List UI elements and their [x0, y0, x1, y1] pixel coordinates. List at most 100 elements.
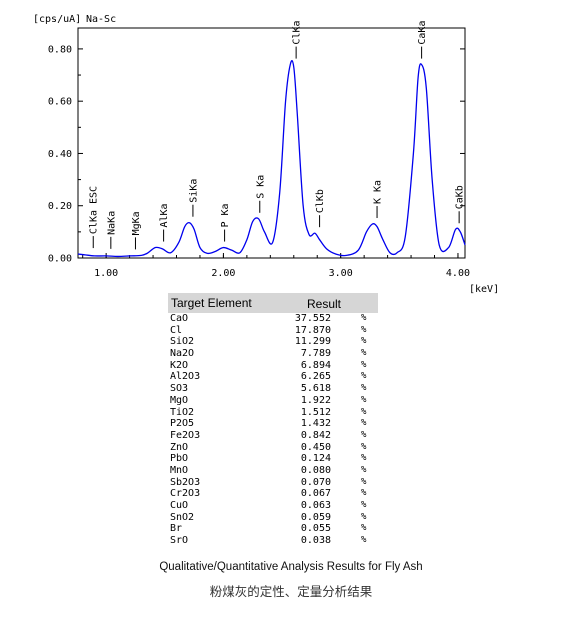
table-row: TiO2 1.512%	[168, 407, 378, 419]
table-row: Br 0.055%	[168, 523, 378, 535]
peak-annotation: MgKa	[131, 211, 142, 250]
chart-title: Na-Sc	[86, 14, 116, 25]
peak-annotation: NaKa	[106, 211, 117, 249]
plot-border	[77, 27, 466, 259]
row-element: SnO2	[170, 511, 195, 523]
row-element: PbO	[170, 453, 189, 465]
row-element: Fe2O3	[170, 429, 201, 441]
row-unit: %	[361, 371, 367, 382]
peak-annotation: AlKa	[159, 203, 170, 242]
caption-chinese: 粉煤灰的定性、定量分析结果	[209, 584, 373, 599]
annotation-label: CaKa	[417, 20, 428, 44]
row-element: MnO	[170, 464, 189, 476]
series-layer	[77, 60, 466, 258]
annotation-label: P Ka	[220, 203, 231, 227]
row-result: 7.789	[300, 348, 331, 360]
row-unit: %	[361, 406, 367, 417]
table-row: P2O5 1.432%	[168, 418, 378, 430]
caption-english: Qualitative/Quantitative Analysis Result…	[159, 561, 423, 573]
row-result: 0.038	[300, 535, 331, 547]
table-row: Al2O3 6.265%	[168, 371, 378, 383]
header-result: Result	[307, 297, 342, 311]
row-result: 1.432	[300, 418, 331, 430]
y-axis-label: [cps/uA]	[33, 14, 81, 25]
annotation-label: ClKa	[292, 20, 303, 44]
table-row: SrO 0.038%	[168, 535, 378, 547]
row-result: 0.124	[300, 453, 331, 465]
row-result: 37.552	[294, 313, 331, 324]
row-result: 1.512	[300, 406, 331, 418]
row-unit: %	[361, 476, 367, 487]
row-element: ZnO	[170, 441, 189, 453]
row-result: 0.070	[300, 476, 331, 488]
row-element: CaO	[170, 313, 189, 324]
x-axis-label: [keV]	[469, 284, 499, 295]
table-row: K2O 6.894%	[168, 360, 378, 372]
row-unit: %	[361, 336, 367, 347]
annotation-label: AlKa	[159, 203, 170, 227]
row-result: 0.059	[300, 511, 331, 523]
row-unit: %	[361, 324, 367, 335]
row-unit: %	[361, 383, 367, 394]
row-element: P2O5	[170, 418, 195, 430]
annotation-label: K Ka	[373, 180, 384, 204]
header-target-element: Target Element	[171, 296, 252, 310]
table-row: MnO 0.080%	[168, 465, 378, 477]
peak-annotation: SiKa	[188, 179, 199, 217]
row-element: SO3	[170, 383, 189, 395]
table-row: Sb2O3 0.070%	[168, 477, 378, 489]
y-tick-label: 0.40	[48, 149, 72, 160]
row-result: 0.842	[300, 429, 331, 441]
row-element: Al2O3	[170, 371, 201, 383]
table-row: CaO 37.552%	[168, 313, 378, 325]
row-unit: %	[361, 348, 367, 359]
annotation-label: SiKa	[188, 179, 199, 203]
annotation-label: CaKb	[455, 185, 466, 209]
x-tick-label: 4.00	[446, 268, 470, 279]
peak-annotation: K Ka	[373, 180, 384, 219]
plot-frame	[77, 27, 466, 259]
peak-annotation: ClKa ESC	[89, 186, 100, 249]
x-tick-label: 1.00	[94, 268, 118, 279]
row-result: 0.450	[300, 441, 331, 453]
row-element: TiO2	[170, 406, 195, 418]
row-unit: %	[361, 313, 367, 323]
table-row: ZnO 0.450%	[168, 442, 378, 454]
row-unit: %	[361, 500, 367, 510]
annotation-label: ClKb	[315, 189, 326, 213]
table-row: CuO 0.063%	[168, 500, 378, 512]
x-tick-label: 3.00	[329, 268, 353, 279]
peak-annotation: ClKb	[315, 189, 326, 228]
row-unit: %	[361, 394, 367, 405]
annotation-label: S Ka	[255, 175, 266, 199]
row-result: 0.063	[300, 500, 331, 511]
row-unit: %	[361, 535, 367, 546]
annotation-label: NaKa	[106, 211, 117, 235]
table-body: CaO 37.552% Cl 17.870% SiO2 11.299% Na2O 7.789%…	[168, 313, 378, 547]
row-unit: %	[361, 464, 367, 475]
row-result: 6.894	[300, 359, 331, 371]
row-element: MgO	[170, 394, 189, 406]
row-element: SrO	[170, 535, 189, 547]
row-result: 0.067	[300, 488, 331, 500]
row-unit: %	[361, 359, 367, 370]
row-result: 6.265	[300, 371, 331, 383]
row-element: Na2O	[170, 348, 195, 360]
peak-annotation: P Ka	[220, 203, 231, 242]
row-element: Cl	[170, 324, 183, 336]
peak-annotation: CaKa	[417, 20, 428, 59]
table-row: Na2O 7.789%	[168, 348, 378, 360]
table-row: Cr2O3 0.067%	[168, 488, 378, 500]
table-row: SiO2 11.299%	[168, 336, 378, 348]
row-unit: %	[361, 429, 367, 440]
table-row: PbO 0.124%	[168, 453, 378, 465]
spectrum-chart: [cps/uA] Na-Sc [keV] 0.00 0.20 0.40 0.60 0.8…	[33, 14, 499, 295]
table-row: SnO2 0.059%	[168, 512, 378, 524]
spectrum-line	[77, 60, 466, 258]
peak-annotation: ClKa	[292, 20, 303, 59]
row-element: Br	[170, 523, 183, 535]
y-axis-ticks: 0.00 0.20 0.40 0.60 0.80	[48, 44, 465, 265]
table-header: Target Element Result	[168, 293, 378, 313]
table-row: MgO 1.922%	[168, 395, 378, 407]
y-tick-label: 0.20	[48, 201, 72, 212]
